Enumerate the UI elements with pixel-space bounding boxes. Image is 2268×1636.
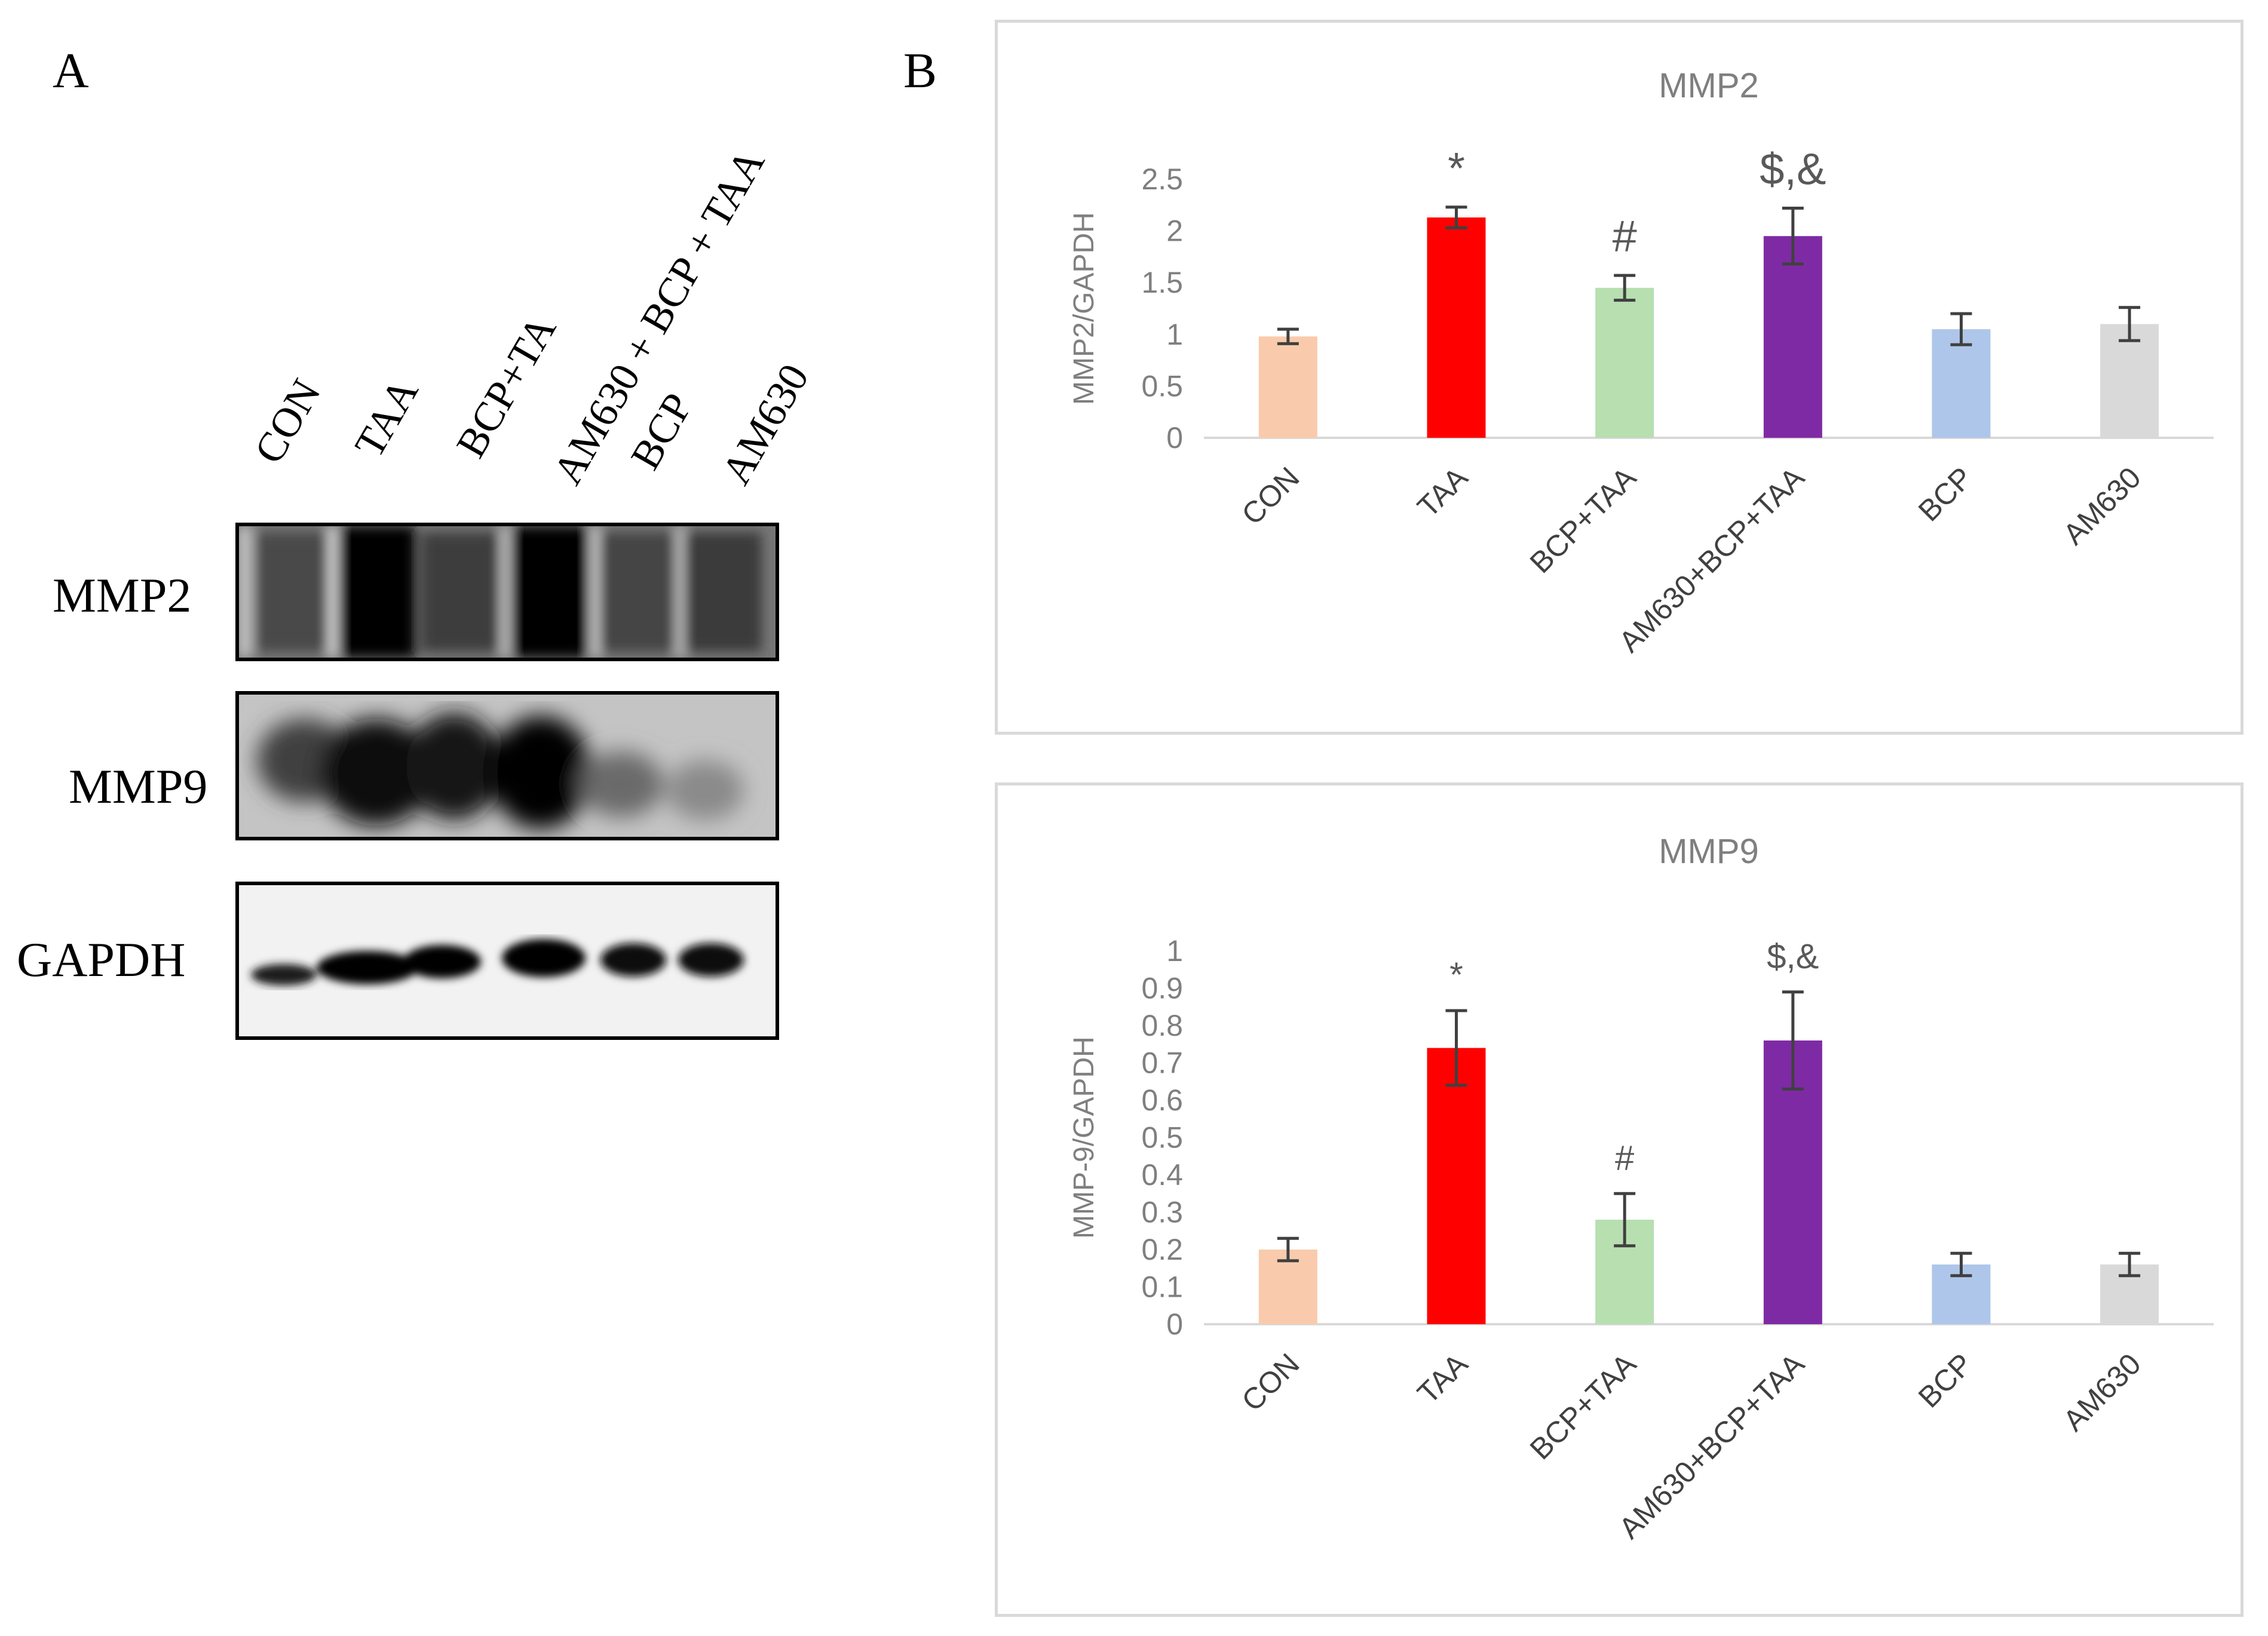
mmp9-bar-chart: MMP9 MMP-9/GAPDH 00.1 0.2 0.3 0.40.5 0.60.7 0.8… — [1068, 832, 2214, 1545]
x-tick-label-taa: TAA — [1411, 1347, 1475, 1410]
lane-label-taa: TAA — [346, 370, 428, 465]
significance-taa: * — [1449, 956, 1463, 995]
bar-bcp — [1932, 329, 1991, 438]
chart-title: MMP9 — [1659, 832, 1759, 871]
y-tick-label-0-9: 0.9 — [1141, 972, 1183, 1005]
significance-am630-bcp-taa: $,& — [1760, 144, 1826, 194]
lane-label-bcp-ta: BCP+TA — [448, 308, 566, 465]
chart-title: MMP2 — [1659, 66, 1759, 105]
bar-con — [1258, 336, 1317, 438]
gapdh-blot-image — [235, 882, 779, 1040]
y-tick-label-2-5: 2.5 — [1141, 162, 1183, 196]
x-tick-label-am630: AM630 — [2056, 461, 2147, 551]
mmp9-blot-image — [235, 691, 779, 840]
y-tick-label-1-5: 1.5 — [1141, 266, 1183, 299]
bar-am630-bcp-taa — [1763, 236, 1822, 438]
y-tick-label-0-6: 0.6 — [1141, 1083, 1183, 1117]
y-tick-label-0-7: 0.7 — [1141, 1046, 1183, 1080]
x-tick-label-am630-bcp-taa: AM630+BCP+TAA — [1613, 1347, 1811, 1545]
lane-label-con: CON — [246, 372, 330, 471]
lane-label-am630: AM630 — [713, 356, 819, 492]
y-tick-label-1: 1 — [1166, 934, 1183, 968]
x-tick-label-con: CON — [1235, 1347, 1305, 1417]
y-tick-label-0-2: 0.2 — [1141, 1233, 1183, 1266]
y-tick-label-0-5: 0.5 — [1141, 369, 1183, 403]
x-tick-label-con: CON — [1235, 461, 1305, 531]
mmp2-chart-frame: MMP2 MMP2/GAPDH 0 0.5 1 1.5 2 2.5 CON * TAA # BCP+TA… — [995, 20, 2244, 735]
x-tick-label-bcp: BCP — [1912, 461, 1979, 527]
bar-bcp-taa — [1595, 287, 1654, 438]
x-tick-label-taa: TAA — [1411, 461, 1475, 524]
y-tick-label-0: 0 — [1166, 421, 1183, 455]
bar-am630 — [2100, 324, 2159, 438]
y-tick-label-0-3: 0.3 — [1141, 1196, 1183, 1229]
bar-taa — [1427, 217, 1486, 438]
x-tick-label-bcp: BCP — [1912, 1347, 1979, 1414]
panel-a-letter: A — [53, 43, 89, 99]
significance-bcp-taa: # — [1613, 211, 1637, 261]
significance-am630-bcp-taa: $,& — [1767, 937, 1819, 976]
y-tick-label-0: 0 — [1166, 1307, 1183, 1341]
row-label-mmp2: MMP2 — [53, 568, 192, 622]
mmp9-chart-frame: MMP9 MMP-9/GAPDH 0 0.1 0.2 0.3 0.4 0.5 0.6 0.7 0.8… — [995, 782, 2244, 1617]
gapdh-blot-bands — [239, 885, 776, 1036]
y-tick-label-0-8: 0.8 — [1141, 1009, 1183, 1042]
bar-taa — [1427, 1048, 1486, 1324]
x-tick-label-am630-bcp-taa: AM630+BCP+TAA — [1613, 461, 1811, 659]
significance-taa: * — [1448, 143, 1465, 193]
row-label-mmp9: MMP9 — [69, 759, 208, 814]
y-tick-label-1: 1 — [1166, 318, 1183, 351]
mmp2-blot-bands — [239, 526, 776, 658]
x-tick-label-bcp-taa: BCP+TAA — [1524, 461, 1643, 580]
y-tick-label-2: 2 — [1166, 214, 1183, 248]
x-tick-label-bcp-taa: BCP+TAA — [1524, 1347, 1643, 1466]
x-tick-label-am630: AM630 — [2056, 1347, 2147, 1438]
mmp2-blot-image — [235, 523, 779, 661]
mmp9-blot-bands — [239, 695, 776, 837]
western-blot-panel: CON TAA BCP+TA AM630 + BCP + TAA BCP AM6… — [0, 0, 896, 1636]
y-tick-label-0-1: 0.1 — [1141, 1270, 1183, 1304]
panel-b-letter: B — [903, 43, 937, 99]
row-label-gapdh: GAPDH — [17, 932, 186, 987]
significance-bcp-taa: # — [1615, 1138, 1634, 1177]
y-axis-label: MMP-9/GAPDH — [1068, 1036, 1100, 1239]
y-tick-label-0-5: 0.5 — [1141, 1121, 1183, 1155]
y-tick-label-0-4: 0.4 — [1141, 1158, 1183, 1192]
mmp2-bar-chart: MMP2 MMP2/GAPDH 0 0.5 1 1.5 2 2.5 CON * TAA # BCP+TA… — [1068, 66, 2214, 659]
y-axis-label: MMP2/GAPDH — [1068, 212, 1100, 405]
